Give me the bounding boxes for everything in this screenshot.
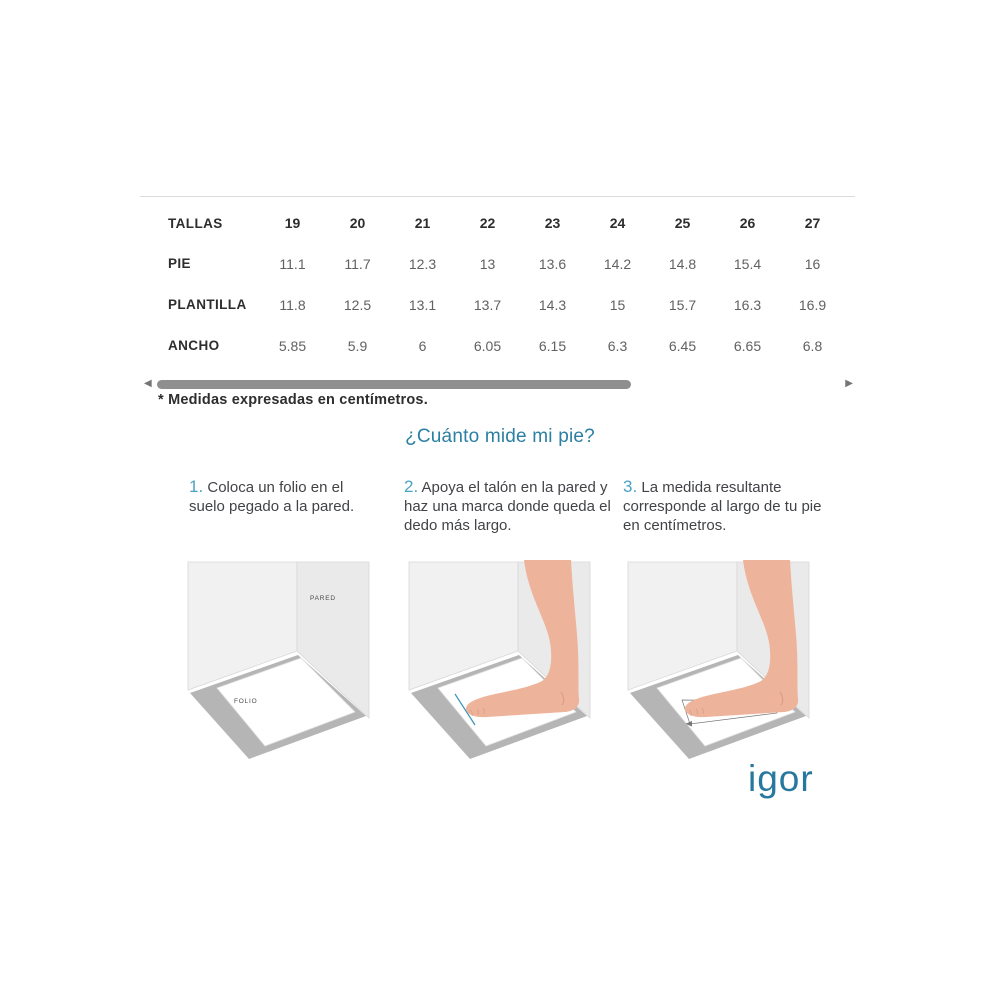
table-corner-label: TALLAS: [168, 215, 223, 231]
size-value: 6.65: [733, 337, 762, 354]
size-column-header: 25: [674, 215, 691, 231]
size-value: 16.3: [733, 296, 762, 313]
wall-label: PARED: [310, 595, 336, 602]
illustration-step-3: [622, 552, 815, 762]
size-value: 6.8: [802, 337, 823, 354]
table-scrollbar[interactable]: ◀ ▶: [140, 376, 855, 392]
step-2-text: Apoya el talón en la pared y haz una mar…: [404, 479, 611, 534]
size-value: 6: [418, 337, 427, 354]
guide-step-1: 1. Coloca un folio en el suelo pegado a …: [189, 477, 365, 516]
measure-arrowhead-left: [685, 721, 692, 727]
size-column-header: 21: [414, 215, 431, 231]
size-column-header: 27: [804, 215, 821, 231]
size-value: 16.9: [798, 296, 827, 313]
toe-lines: [688, 707, 704, 717]
size-value: 13.7: [473, 296, 502, 313]
step-2-number: 2.: [404, 477, 419, 496]
row-label: PIE: [168, 256, 191, 271]
size-value: 15.7: [668, 296, 697, 313]
brand-logo: igor: [748, 758, 814, 799]
foot-against-wall-scene: [408, 560, 591, 759]
size-value: 6.05: [473, 337, 502, 354]
table-header-row: TALLAS 19 20 21 22 23 24 25 26 27: [168, 203, 845, 243]
step-3-text: La medida resultante corresponde al larg…: [623, 479, 822, 534]
step-3-number: 3.: [623, 477, 638, 496]
wall-right: [296, 561, 370, 719]
size-column-header: 23: [544, 215, 561, 231]
size-value: 5.85: [278, 337, 307, 354]
foot-measurement-scene: [627, 560, 810, 759]
size-value: 11.7: [344, 255, 371, 272]
toe-mark-line: [454, 693, 476, 726]
size-value: 5.9: [347, 337, 368, 354]
size-table: TALLAS 19 20 21 22 23 24 25 26 27 PIE 11.1 11.7 12.3 1…: [168, 203, 845, 366]
scrollbar-thumb[interactable]: [157, 380, 631, 389]
size-column-header: 20: [349, 215, 366, 231]
size-value: 11.8: [279, 296, 306, 313]
illustration-step-1: PARED FOLIO: [182, 552, 375, 762]
row-label: ANCHO: [168, 338, 220, 353]
size-column-header: 22: [479, 215, 496, 231]
size-value: 14.3: [538, 296, 567, 313]
size-value: 13.1: [408, 296, 437, 313]
size-value: 16: [804, 255, 821, 272]
size-value: 11.1: [279, 255, 306, 272]
size-value: 13.6: [538, 255, 567, 272]
size-value: 15: [609, 296, 626, 313]
step-1-number: 1.: [189, 477, 204, 496]
guide-step-2: 2. Apoya el talón en la pared y haz una …: [404, 477, 616, 535]
toe-lines: [469, 707, 485, 717]
size-value: 14.8: [668, 255, 697, 272]
leg-foot: [465, 560, 580, 718]
measurements-note: * Medidas expresadas en centímetros.: [158, 392, 428, 408]
scroll-right-arrow-icon[interactable]: ▶: [845, 378, 853, 389]
table-row: PLANTILLA 11.8 12.5 13.1 13.7 14.3 15 15.7 16.3 1…: [168, 284, 845, 325]
paper-label: FOLIO: [234, 698, 258, 705]
size-value: 6.45: [668, 337, 697, 354]
size-value: 12.3: [408, 255, 437, 272]
ankle-crease: [560, 691, 565, 706]
table-row: PIE 11.1 11.7 12.3 13 13.6 14.2 14.8 15.4 16: [168, 243, 845, 284]
guide-step-3: 3. La medida resultante corresponde al l…: [623, 477, 831, 535]
size-column-header: 26: [739, 215, 756, 231]
scroll-left-arrow-icon[interactable]: ◀: [144, 378, 152, 389]
ankle-crease: [779, 691, 784, 706]
table-row: ANCHO 5.85 5.9 6 6.05 6.15 6.3 6.45 6.65 6.8: [168, 325, 845, 366]
size-value: 6.3: [607, 337, 628, 354]
size-column-header: 24: [609, 215, 626, 231]
row-label: PLANTILLA: [168, 297, 247, 312]
table-top-divider: [140, 196, 855, 197]
size-column-header: 19: [284, 215, 301, 231]
size-value: 15.4: [733, 255, 762, 272]
size-value: 6.15: [538, 337, 567, 354]
leg-foot: [684, 560, 799, 718]
room-corner-scene: PARED FOLIO: [187, 561, 370, 759]
scrollbar-track[interactable]: [157, 380, 841, 389]
size-value: 12.5: [343, 296, 372, 313]
step-1-text: Coloca un folio en el suelo pegado a la …: [189, 479, 355, 515]
size-value: 13: [479, 255, 496, 272]
paper-sheet: [216, 657, 356, 747]
illustration-step-2: [403, 552, 596, 762]
guide-title: ¿Cuánto mide mi pie?: [405, 426, 595, 447]
size-value: 14.2: [603, 255, 632, 272]
